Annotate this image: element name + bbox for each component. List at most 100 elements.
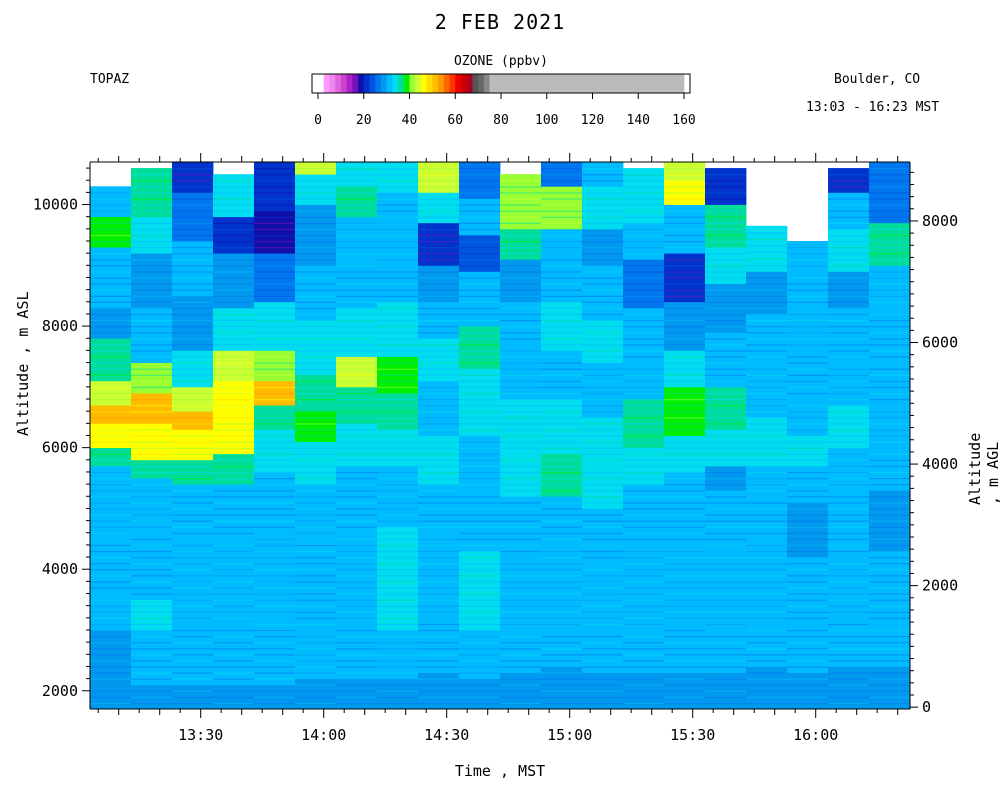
heatmap-stripe	[172, 478, 213, 480]
heatmap-stripe	[500, 478, 541, 480]
heatmap-stripe	[254, 484, 295, 486]
heatmap-stripe	[172, 313, 213, 316]
heatmap-stripe	[295, 338, 336, 340]
heatmap-stripe	[459, 174, 500, 176]
heatmap-stripe	[582, 247, 623, 249]
heatmap-stripe	[295, 289, 336, 291]
time-range-label: 13:03 - 16:23 MST	[806, 100, 940, 115]
heatmap-stripe	[664, 459, 705, 462]
heatmap-stripe	[295, 399, 336, 401]
heatmap-stripe	[787, 611, 828, 613]
colorbar-segment	[398, 74, 405, 93]
colorbar-segment	[323, 74, 330, 93]
heatmap-cell	[254, 617, 296, 686]
heatmap-stripe	[254, 514, 295, 516]
heatmap-stripe	[664, 484, 705, 486]
heatmap-stripe	[869, 277, 910, 279]
heatmap-stripe	[172, 307, 213, 310]
heatmap-stripe	[500, 544, 541, 547]
heatmap-stripe	[582, 538, 623, 541]
heatmap-stripe	[623, 550, 664, 553]
x-tick-label: 16:00	[793, 726, 838, 744]
heatmap-stripe	[377, 660, 418, 662]
heatmap-stripe	[172, 380, 213, 382]
heatmap-stripe	[869, 338, 910, 340]
heatmap-stripe	[377, 563, 418, 565]
heatmap-stripe	[787, 575, 828, 577]
heatmap-stripe	[172, 490, 213, 492]
heatmap-stripe	[377, 569, 418, 571]
heatmap-stripe	[500, 295, 541, 297]
heatmap-stripe	[869, 702, 910, 705]
heatmap-stripe	[377, 441, 418, 443]
heatmap-stripe	[828, 648, 869, 650]
heatmap-stripe	[418, 234, 459, 237]
heatmap-stripe	[746, 672, 787, 674]
heatmap-stripe	[869, 356, 910, 358]
heatmap-stripe	[664, 259, 705, 261]
heatmap-stripe	[336, 374, 377, 376]
heatmap-stripe	[336, 478, 377, 480]
heatmap-stripe	[828, 259, 869, 261]
heatmap-stripe	[131, 672, 172, 674]
heatmap-stripe	[131, 490, 172, 492]
heatmap-stripe	[500, 411, 541, 413]
heatmap-stripe	[213, 295, 254, 297]
heatmap-stripe	[664, 429, 705, 431]
heatmap-stripe	[459, 338, 500, 340]
heatmap-stripe	[172, 557, 213, 559]
heatmap-stripe	[213, 696, 254, 699]
heatmap-cell	[623, 307, 665, 363]
colorbar-segment	[363, 74, 370, 93]
heatmap-stripe	[582, 648, 623, 650]
heatmap-stripe	[213, 180, 254, 182]
heatmap-stripe	[90, 198, 131, 200]
heatmap-stripe	[500, 599, 541, 601]
heatmap-stripe	[377, 587, 418, 589]
heatmap-stripe	[869, 441, 910, 443]
heatmap-stripe	[459, 380, 500, 382]
heatmap-stripe	[541, 180, 582, 182]
colorbar-tick-label: 80	[493, 113, 509, 128]
heatmap-stripe	[869, 557, 910, 559]
heatmap-stripe	[254, 550, 295, 553]
heatmap-stripe	[459, 496, 500, 498]
heatmap-stripe	[541, 289, 582, 291]
heatmap-stripe	[500, 642, 541, 644]
heatmap-stripe	[295, 259, 336, 261]
heatmap-stripe	[705, 508, 746, 510]
heatmap-stripe	[787, 356, 828, 358]
heatmap-stripe	[90, 417, 131, 419]
heatmap-stripe	[705, 453, 746, 455]
heatmap-stripe	[377, 672, 418, 674]
heatmap-stripe	[869, 520, 910, 522]
heatmap-stripe	[418, 399, 459, 401]
heatmap-stripe	[459, 538, 500, 541]
heatmap-stripe	[705, 684, 746, 686]
heatmap-stripe	[869, 514, 910, 516]
heatmap-stripe	[500, 234, 541, 237]
heatmap-stripe	[254, 344, 295, 346]
heatmap-stripe	[418, 289, 459, 291]
heatmap-stripe	[787, 605, 828, 607]
heatmap-stripe	[664, 678, 705, 680]
heatmap-stripe	[172, 374, 213, 376]
colorbar-segment	[426, 74, 433, 93]
heatmap-stripe	[336, 392, 377, 395]
heatmap-stripe	[705, 660, 746, 662]
heatmap-stripe	[336, 313, 377, 316]
heatmap-stripe	[705, 307, 746, 310]
heatmap-stripe	[90, 490, 131, 492]
heatmap-stripe	[541, 514, 582, 516]
heatmap-stripe	[131, 569, 172, 571]
heatmap-stripe	[869, 593, 910, 595]
heatmap-stripe	[172, 514, 213, 516]
heatmap-stripe	[459, 532, 500, 534]
heatmap-stripe	[90, 666, 131, 668]
heatmap-stripe	[254, 313, 295, 316]
heatmap-stripe	[172, 654, 213, 656]
heatmap-stripe	[705, 216, 746, 218]
heatmap-stripe	[336, 283, 377, 285]
heatmap-stripe	[295, 423, 336, 425]
